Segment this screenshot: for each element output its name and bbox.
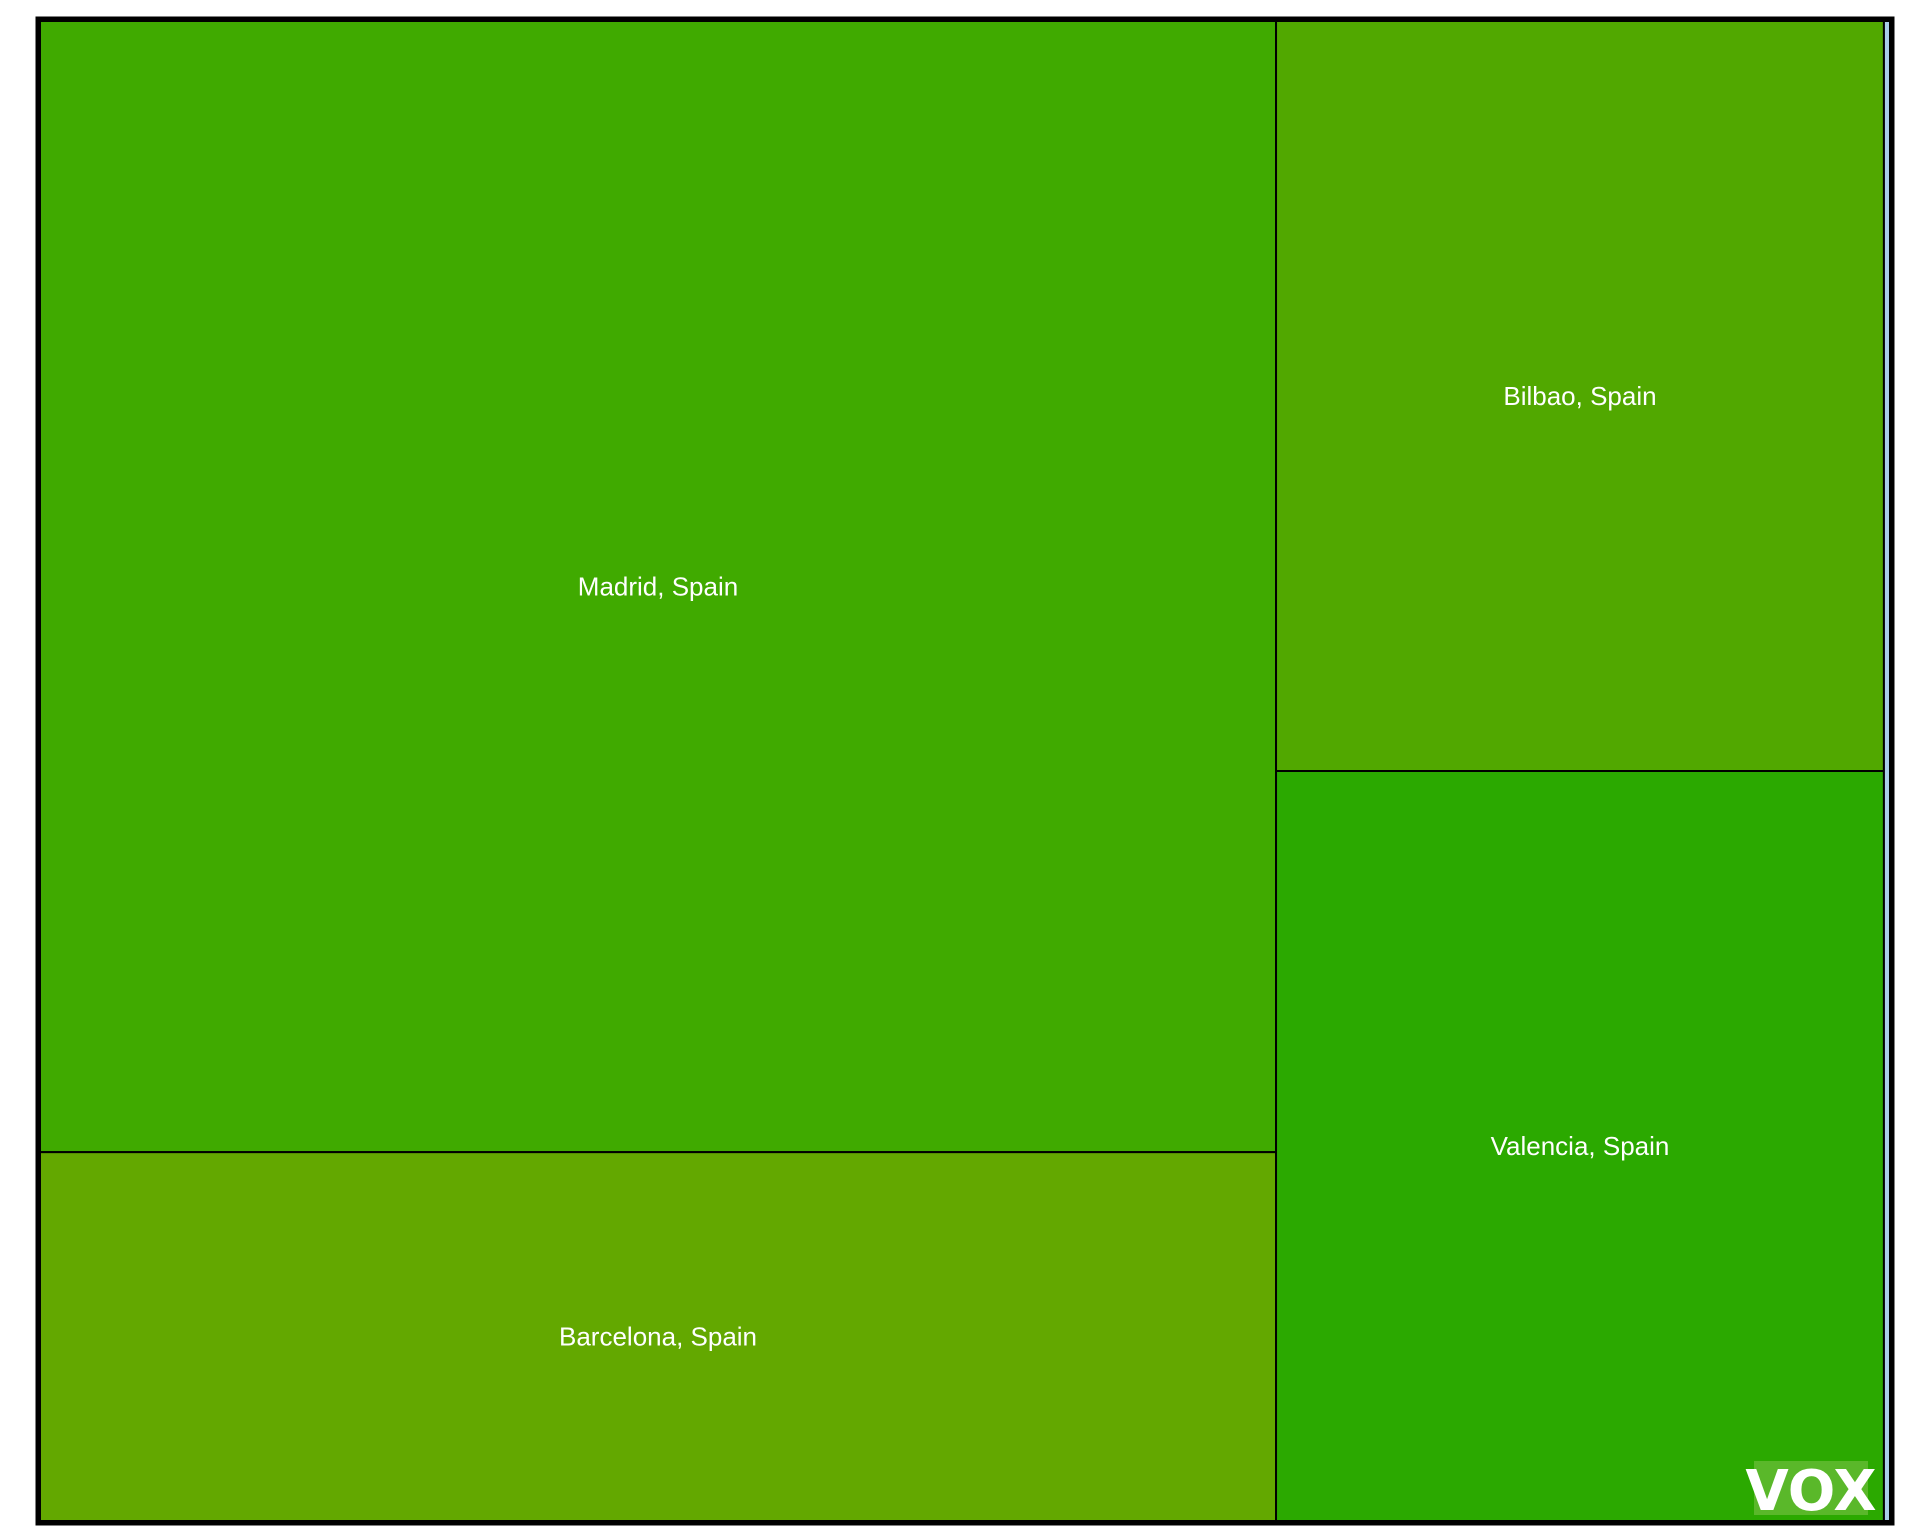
- treemap-outer-border: [35, 16, 1895, 1526]
- treemap-cell-valencia-spain: [1275, 770, 1885, 1522]
- vox-logo: VOX: [1745, 1459, 1876, 1524]
- treemap-cell-barcelona-spain: [39, 1151, 1278, 1523]
- treemap-label-barcelona-spain: Barcelona, Spain: [559, 1322, 757, 1352]
- treemap-label-bilbao-spain: Bilbao, Spain: [1503, 381, 1656, 411]
- treemap-cell-madrid-spain: [39, 20, 1278, 1154]
- vox-logo-background: [1754, 1461, 1868, 1515]
- vox-logo-text: VOX: [1745, 1459, 1876, 1524]
- treemap-cells: Madrid, Spain Barcelona, Spain Bilbao, Spa…: [39, 20, 1892, 1523]
- treemap-label-valencia-spain: Valencia, Spain: [1491, 1131, 1670, 1161]
- treemap-cell-unlabeled-4: [1882, 20, 1892, 1522]
- treemap-label-madrid-spain: Madrid, Spain: [578, 572, 738, 602]
